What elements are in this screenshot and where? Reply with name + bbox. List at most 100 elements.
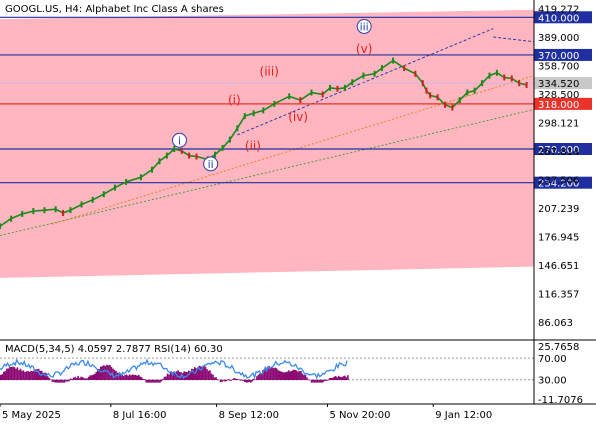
price-candle [444,101,446,108]
macd-bar [240,379,243,381]
macd-bar [66,379,69,382]
macd-bar [313,379,316,383]
macd-bar [330,377,332,381]
macd-bar [306,377,308,381]
macd-bar [142,379,145,381]
wave-label-0: (i) [228,93,241,107]
macd-bar [283,372,286,381]
macd-bar [113,369,116,381]
macd-bar [344,375,346,381]
indicator-y-tick-3: -11.7076 [538,395,583,406]
x-tick-label-2: 8 Sep 12:00 [219,410,279,421]
x-tick-label-3: 5 Nov 20:00 [329,410,390,421]
price-y-tick-4: 298.121 [538,119,579,130]
level-tag-2 [534,97,592,110]
macd-bar [263,368,266,381]
macd-bar [310,379,313,383]
macd-bar [254,379,257,381]
macd-bar [100,366,102,381]
macd-bar [169,372,172,381]
macd-bar [337,375,340,381]
price-candle [380,65,383,72]
macd-bar [234,378,237,381]
indicator-y-tick-2: 30.00 [538,376,567,387]
price-candle [221,145,224,152]
macd-bar [204,366,207,381]
macd-bar [86,378,88,381]
macd-bar [275,368,278,381]
price-candle [139,174,142,181]
price-y-tick-1: 389.000 [538,33,579,44]
macd-bar [62,379,64,383]
macd-bar [22,370,25,381]
price-candle [425,87,428,94]
macd-bar [6,368,8,381]
macd-bar [131,374,134,381]
macd-bar [19,368,22,381]
macd-bar [319,379,322,383]
macd-bar [271,367,273,381]
price-candle [436,94,439,101]
price-candle [62,209,65,216]
indicator-y-tick-0: 25.7658 [538,342,579,353]
macd-bar [248,379,251,382]
wave-label-1: (ii) [245,139,261,153]
macd-bar [307,379,310,381]
macd-bar [177,370,179,381]
macd-bar [268,366,270,381]
macd-bar [257,374,260,381]
macd-bar [174,372,176,381]
wave-circle-5 [171,132,187,148]
price-y-tick-7: 207.239 [538,204,579,215]
macd-bar [334,376,337,381]
macd-bar [37,368,40,381]
macd-bar [95,371,98,381]
macd-bar [315,379,317,383]
macd-bar [15,368,17,381]
wave-target-tail [493,36,535,43]
macd-bar [130,375,132,381]
level-label-4: 234.200 [538,179,579,190]
macd-bar [339,376,342,381]
level-tag-1 [534,48,592,61]
macd-bar [300,371,302,381]
macd-bar [125,374,128,381]
macd-bar [347,375,349,381]
macd-bar [236,379,239,381]
macd-bar [222,379,225,381]
macd-bar [316,379,319,383]
level-label-1: 370.000 [538,51,579,62]
macd-bar [298,371,301,381]
macd-bar [80,376,82,381]
macd-bar [104,365,107,381]
macd-bar [139,376,142,381]
price-candle [180,147,183,154]
macd-bar [183,371,185,381]
macd-bar [103,365,105,381]
macd-bar [286,371,289,381]
macd-bar [294,370,296,381]
price-candle [525,82,528,89]
macd-bar [297,371,299,381]
macd-bar [171,372,173,381]
macd-bar [251,379,254,382]
price-candle [113,184,116,191]
indicator-y-tick-1: 70.00 [538,354,567,365]
macd-bar [192,369,195,381]
macd-bar [156,379,158,383]
price-candle [32,208,35,215]
macd-bar [87,376,90,381]
macd-bar [98,369,101,381]
price-y-tick-0: 419.272 [538,5,579,16]
macd-bar [33,370,35,381]
macd-bar [109,364,111,381]
macd-bar [137,374,140,381]
macd-bar [30,370,32,381]
macd-bar [28,371,31,381]
macd-bar [189,371,192,381]
macd-bar [159,379,161,383]
macd-bar [50,379,52,381]
macd-bar [201,366,204,381]
trend-line-lower [0,109,535,237]
